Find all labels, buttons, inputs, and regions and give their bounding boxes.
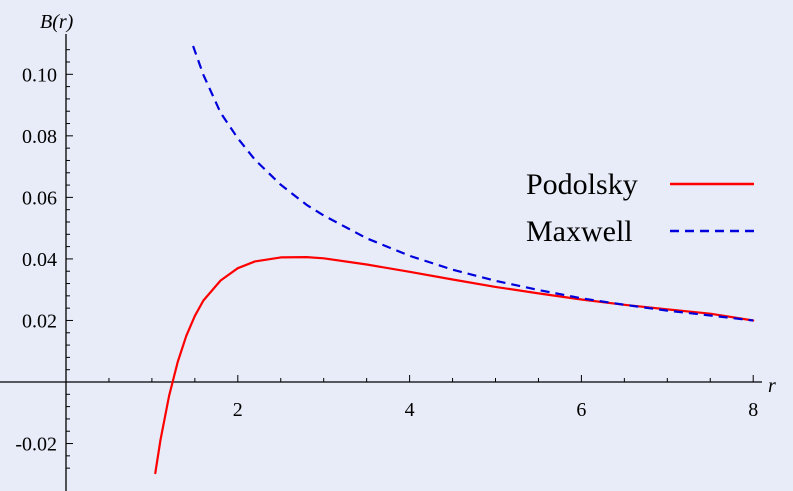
axes [0, 34, 762, 491]
y-axis-label: B(r) [40, 11, 74, 33]
y-tick-label: 0.02 [22, 310, 57, 332]
x-tick-label: 6 [576, 399, 586, 421]
y-tick-label: 0.06 [22, 187, 57, 209]
x-tick-label: 8 [748, 399, 758, 421]
y-tick-label: 0.08 [22, 126, 57, 148]
legend-label-maxwell: Maxwell [526, 215, 633, 248]
x-tick-label: 4 [405, 399, 415, 421]
x-tick-label: 2 [233, 399, 243, 421]
y-tick-label: -0.02 [15, 434, 57, 456]
x-axis-label: r [768, 375, 776, 397]
y-tick-label: 0.10 [22, 64, 57, 86]
series [154, 45, 755, 475]
legend: Podolsky Maxwell [526, 168, 756, 248]
ticks: 2 4 6 8 -0.02 0.02 0.04 0.06 0.08 0.10 [15, 49, 758, 469]
series-line-maxwell [192, 45, 754, 322]
series-line-podolsky [154, 256, 755, 475]
legend-label-podolsky: Podolsky [526, 168, 638, 201]
y-tick-label: 0.04 [22, 249, 57, 271]
